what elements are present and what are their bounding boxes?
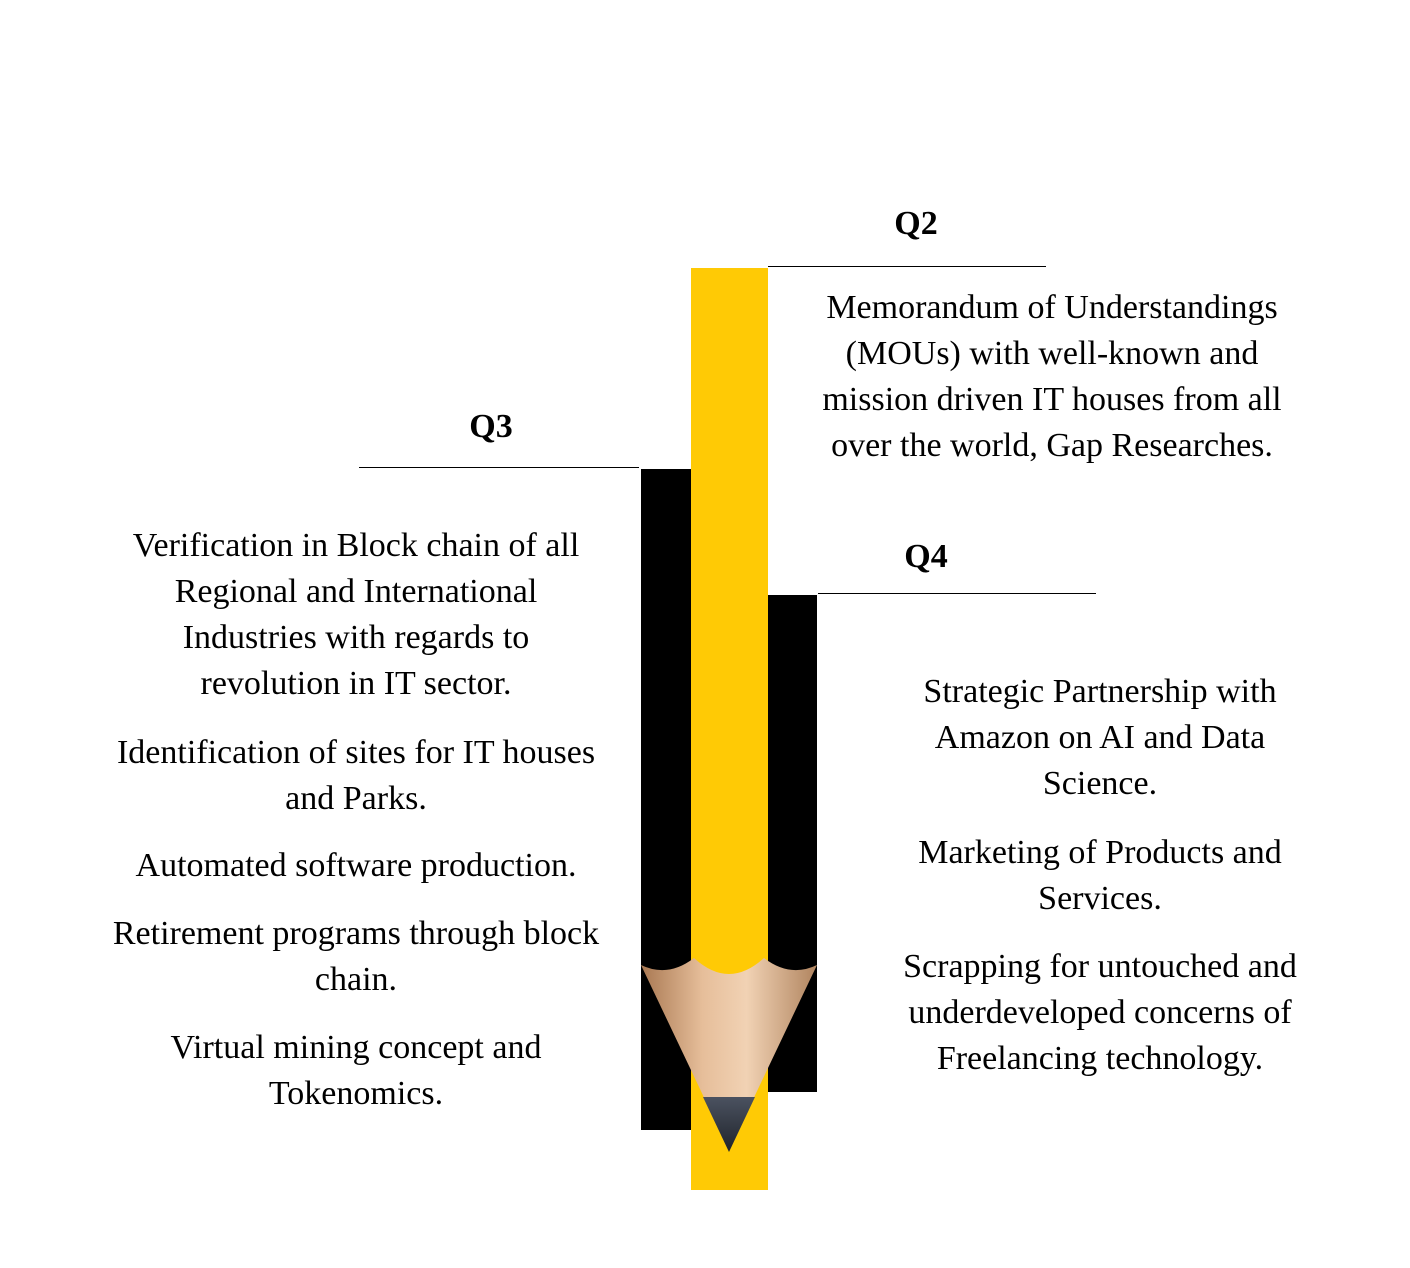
- q2-text: Memorandum of Understandings (MOUs) with…: [808, 285, 1296, 469]
- q3-item-2: Identification of sites for IT houses an…: [110, 730, 602, 822]
- q2-label: Q2: [894, 205, 938, 242]
- q3-item-text: Verification in Block chain of all Regio…: [132, 527, 580, 702]
- q4-divider: [818, 593, 1096, 594]
- q4-item-text: Strategic Partnership with Amazon on AI …: [923, 673, 1277, 802]
- q3-item-text: Retirement programs through block chain.: [112, 915, 600, 998]
- q3-divider: [359, 467, 639, 468]
- q4-item-2: Marketing of Products and Services.: [880, 830, 1320, 922]
- q4-item-3: Scrapping for untouched and underdevelop…: [870, 944, 1330, 1082]
- q2-description: Memorandum of Understandings (MOUs) with…: [822, 289, 1282, 464]
- q3-item-5: Virtual mining concept and Tokenomics.: [110, 1025, 602, 1117]
- q3-label: Q3: [469, 408, 513, 445]
- q2-divider: [768, 266, 1046, 267]
- pencil-lead-tip: [703, 1097, 755, 1152]
- q3-item-4: Retirement programs through block chain.: [110, 911, 602, 1003]
- q4-item-1: Strategic Partnership with Amazon on AI …: [880, 669, 1320, 807]
- q3-item-text: Identification of sites for IT houses an…: [116, 734, 596, 817]
- q3-item-text: Virtual mining concept and Tokenomics.: [170, 1029, 542, 1112]
- pencil-wood-tip: [641, 958, 817, 1150]
- q4-item-text: Scrapping for untouched and underdevelop…: [903, 948, 1297, 1077]
- q3-item-1: Verification in Block chain of all Regio…: [110, 523, 602, 707]
- q4-label: Q4: [904, 538, 948, 575]
- q3-item-3: Automated software production.: [100, 843, 612, 889]
- q3-item-text: Automated software production.: [135, 847, 577, 884]
- q4-item-text: Marketing of Products and Services.: [918, 834, 1282, 917]
